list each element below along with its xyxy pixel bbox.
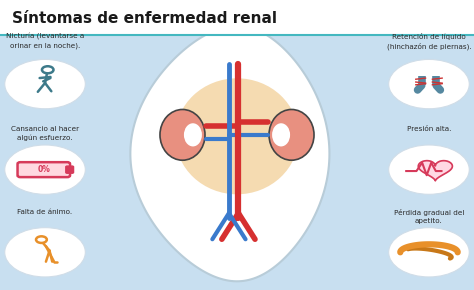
Ellipse shape (272, 123, 290, 146)
Circle shape (389, 59, 469, 109)
Text: Síntomas de enfermedad renal: Síntomas de enfermedad renal (12, 11, 277, 26)
Circle shape (5, 59, 85, 109)
Circle shape (389, 145, 469, 194)
Text: Nicturía (levantarse a
orinar en la noche).: Nicturía (levantarse a orinar en la noch… (6, 33, 84, 49)
Ellipse shape (269, 109, 314, 160)
Text: Presión alta.: Presión alta. (407, 126, 451, 132)
Ellipse shape (184, 123, 202, 146)
FancyBboxPatch shape (0, 0, 474, 35)
Text: Retención de líquido
(hinchazón de piernas).: Retención de líquido (hinchazón de piern… (387, 33, 471, 50)
Circle shape (389, 228, 469, 277)
FancyBboxPatch shape (18, 162, 70, 177)
PathPatch shape (130, 26, 329, 281)
Text: Falta de ánimo.: Falta de ánimo. (18, 209, 73, 215)
Text: Pérdida gradual del
apetito.: Pérdida gradual del apetito. (394, 209, 464, 224)
Text: 0%: 0% (37, 165, 50, 174)
Ellipse shape (175, 78, 299, 194)
FancyBboxPatch shape (66, 166, 73, 173)
Ellipse shape (160, 109, 205, 160)
Circle shape (5, 228, 85, 277)
Circle shape (5, 145, 85, 194)
Polygon shape (418, 161, 452, 181)
Text: Cansancio al hacer
algún esfuerzo.: Cansancio al hacer algún esfuerzo. (11, 126, 79, 141)
